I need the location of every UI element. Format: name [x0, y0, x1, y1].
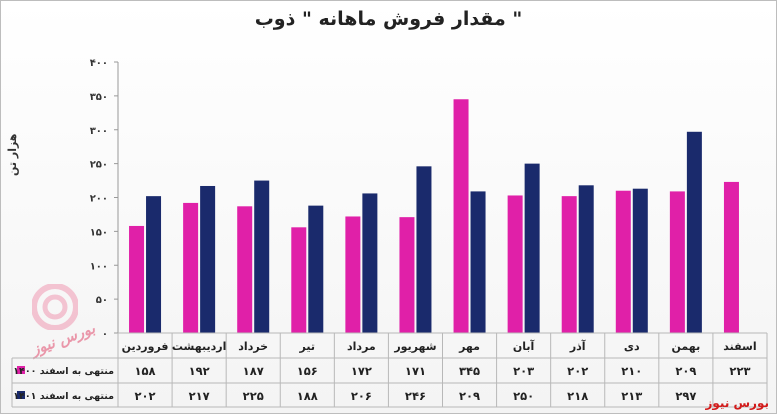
- bar-series-1400: [453, 99, 469, 333]
- table-value: ۲۴۶: [405, 389, 426, 403]
- table-value: ۲۰۹: [459, 389, 480, 403]
- table-value: ۲۰۳: [513, 364, 534, 378]
- legend-key: [17, 366, 25, 374]
- bar-series-1400: [237, 206, 253, 333]
- category-label: اردیبهشت: [172, 340, 226, 353]
- category-label: بهمن: [672, 340, 701, 353]
- category-label: مرداد: [347, 340, 376, 353]
- category-label: شهریور: [393, 340, 436, 353]
- table-value: ۲۱۷: [189, 389, 210, 403]
- source-label: بورس نیوز: [705, 396, 769, 410]
- bar-series-1400: [615, 190, 631, 333]
- bar-series-1401: [254, 180, 270, 333]
- legend-key: [17, 391, 25, 399]
- table-value: ۱۵۸: [135, 364, 156, 378]
- y-tick-label: ۱۵۰: [90, 227, 108, 238]
- bar-series-1400: [507, 195, 523, 333]
- bar-series-1400: [291, 227, 307, 333]
- table-value: ۲۱۰: [621, 364, 642, 378]
- y-tick-label: ۵۰: [96, 295, 108, 306]
- bar-series-1400: [183, 202, 199, 333]
- bar-series-1401: [524, 163, 540, 333]
- table-value: ۲۲۵: [243, 389, 264, 403]
- table-value: ۱۷۱: [405, 364, 426, 378]
- bar-series-1401: [470, 191, 486, 333]
- bar-series-1400: [561, 196, 577, 333]
- table-value: ۲۱۳: [621, 389, 642, 403]
- bar-series-1400: [345, 216, 361, 333]
- category-label: اسفند: [723, 340, 756, 353]
- table-value: ۲۰۹: [675, 364, 696, 378]
- category-label: دی: [624, 340, 640, 353]
- y-tick-label: ۴۰۰: [90, 58, 108, 69]
- table-value: ۱۵۶: [297, 364, 318, 378]
- category-label: خرداد: [238, 340, 268, 353]
- bar-series-1400: [399, 217, 415, 333]
- table-value: ۱۹۲: [189, 364, 210, 378]
- category-label: مهر: [458, 340, 480, 353]
- bar-series-1401: [686, 131, 702, 333]
- table-value: ۱۸۸: [297, 389, 318, 403]
- table-value: ۱۷۲: [351, 364, 372, 378]
- table-value: ۲۱۸: [567, 389, 588, 403]
- bar-series-1401: [416, 166, 432, 333]
- bar-series-1401: [308, 205, 324, 333]
- bar-series-1400: [723, 181, 739, 333]
- category-label: آبان: [513, 339, 535, 353]
- table-value: ۱۸۷: [243, 364, 264, 378]
- table-value: ۳۴۵: [459, 364, 480, 378]
- table-value: ۲۹۷: [675, 389, 696, 403]
- y-tick-label: ۳۵۰: [90, 92, 108, 103]
- y-tick-label: ۲۵۰: [90, 160, 108, 171]
- table-value: ۲۵۰: [513, 389, 534, 403]
- bar-series-1401: [200, 185, 216, 333]
- bourse-news-logo-icon: [31, 283, 79, 334]
- category-label: فروردین: [122, 340, 169, 353]
- bar-series-1400: [669, 191, 685, 333]
- legend-label: منتهی به اسفند ۱۴۰۰: [13, 366, 114, 377]
- y-tick-label: ۱۰۰: [90, 261, 108, 272]
- legend-label: منتهی به اسفند ۱۴۰۱: [13, 391, 114, 402]
- table-value: ۲۰۲: [135, 389, 156, 403]
- chart-title: مقدار فروش ماهانه " ذوب ": [254, 8, 523, 30]
- table-value: ۲۲۳: [729, 364, 750, 378]
- y-tick-label: ۰: [102, 329, 108, 340]
- table-value: ۲۰۲: [567, 364, 588, 378]
- y-tick-label: ۲۰۰: [90, 194, 108, 205]
- bar-series-1400: [129, 225, 145, 333]
- y-tick-label: ۳۰۰: [90, 126, 108, 137]
- bar-series-1401: [632, 188, 648, 333]
- bar-series-1401: [362, 193, 378, 333]
- category-label: تیر: [299, 340, 315, 353]
- bar-series-1401: [146, 196, 162, 333]
- table-value: ۲۰۶: [351, 389, 372, 403]
- category-label: آذر: [569, 339, 586, 353]
- bar-series-1401: [578, 185, 594, 333]
